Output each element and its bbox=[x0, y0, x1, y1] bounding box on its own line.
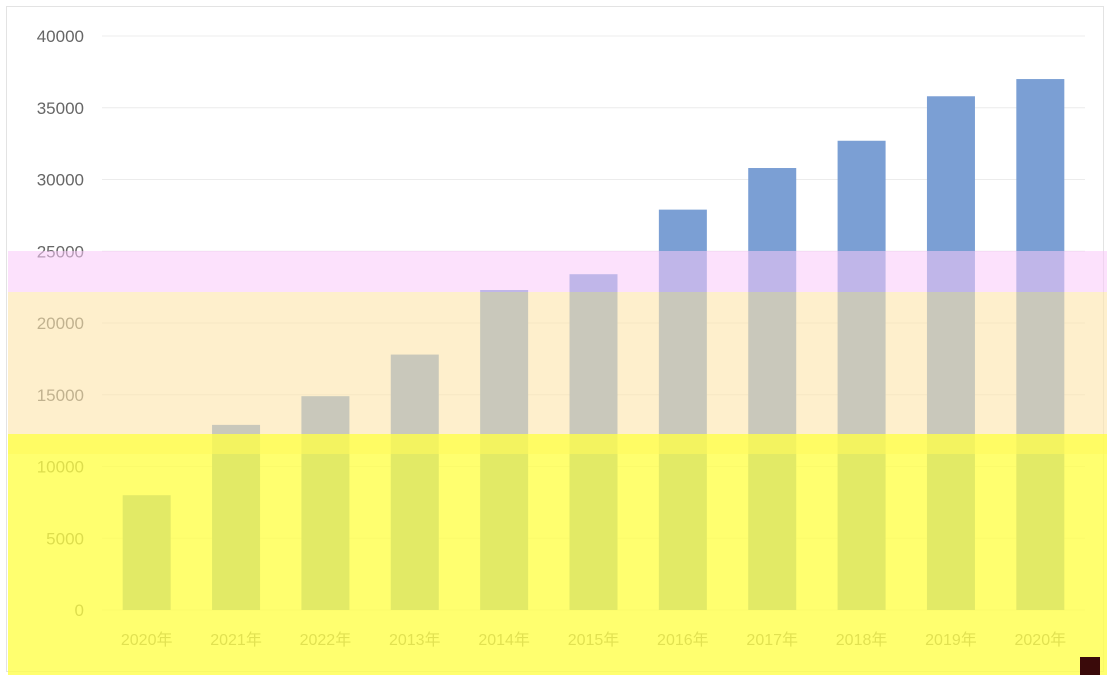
y-tick-label: 35000 bbox=[37, 99, 84, 118]
x-tick-label: 2014年 bbox=[478, 631, 530, 649]
y-tick-label: 15000 bbox=[37, 386, 84, 405]
bar[interactable] bbox=[122, 495, 171, 610]
x-tick-label: 2021年 bbox=[210, 631, 262, 649]
bar[interactable] bbox=[658, 209, 707, 610]
bar[interactable] bbox=[212, 424, 261, 610]
y-tick-label: 30000 bbox=[37, 171, 84, 190]
y-tick-label: 5000 bbox=[46, 529, 84, 548]
x-tick-label: 2016年 bbox=[657, 631, 709, 649]
bar[interactable] bbox=[748, 168, 797, 610]
y-tick-label: 20000 bbox=[37, 314, 84, 333]
bar[interactable] bbox=[926, 96, 975, 610]
x-tick-label: 2018年 bbox=[836, 631, 888, 649]
bar[interactable] bbox=[569, 274, 618, 610]
x-tick-label: 2022年 bbox=[300, 631, 352, 649]
corner-marker bbox=[1080, 657, 1100, 675]
bar[interactable] bbox=[837, 140, 886, 610]
y-tick-label: 40000 bbox=[37, 27, 84, 46]
y-tick-label: 0 bbox=[75, 601, 84, 620]
x-tick-label: 2019年 bbox=[925, 631, 977, 649]
y-tick-label: 10000 bbox=[37, 458, 84, 477]
x-tick-label: 2015年 bbox=[568, 631, 620, 649]
bar[interactable] bbox=[301, 396, 350, 610]
x-tick-label: 2020年 bbox=[121, 631, 173, 649]
x-tick-label: 2017年 bbox=[746, 631, 798, 649]
x-tick-label: 2020年 bbox=[1015, 631, 1067, 649]
bar[interactable] bbox=[390, 354, 439, 610]
bar[interactable] bbox=[480, 289, 529, 610]
x-tick-label: 2013年 bbox=[389, 631, 441, 649]
chart-frame: 0 5000 10000 15000 20000 25000 30000 35000 40000… bbox=[6, 6, 1104, 672]
bar[interactable] bbox=[1016, 79, 1065, 611]
y-tick-label: 25000 bbox=[37, 242, 84, 261]
bar-chart: 0 5000 10000 15000 20000 25000 30000 35000 40000… bbox=[37, 27, 1085, 649]
